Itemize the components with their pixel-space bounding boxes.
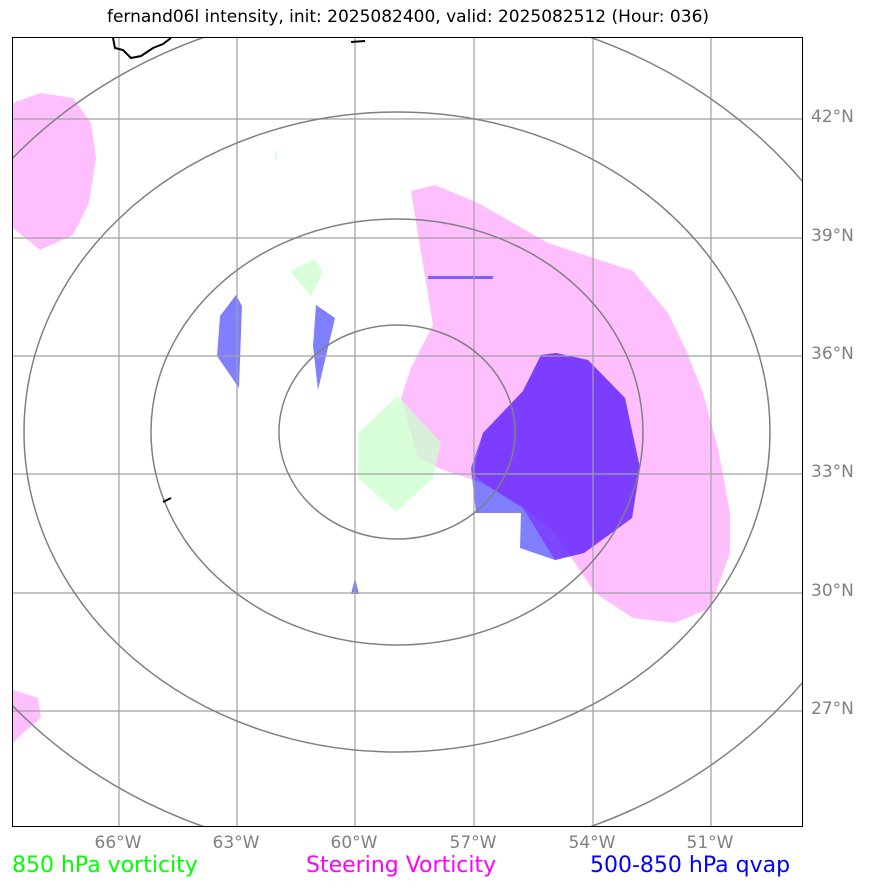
legend-qvap: 500-850 hPa qvap xyxy=(590,853,791,878)
coastline-bermuda xyxy=(162,497,172,503)
map-frame xyxy=(12,37,803,827)
vorticity-area-center xyxy=(358,396,441,512)
lon-label-54w: 54°W xyxy=(568,833,616,853)
lon-label-66w: 66°W xyxy=(94,833,142,853)
vorticity-850-layer xyxy=(275,148,441,512)
lat-label-27n: 27°N xyxy=(811,699,854,719)
lon-label-63w: 63°W xyxy=(212,833,260,853)
legend-steering-vorticity: Steering Vorticity xyxy=(306,853,497,878)
qvap-area-line xyxy=(428,276,493,279)
lon-label-51w: 51°W xyxy=(686,833,734,853)
qvap-area-west xyxy=(217,295,242,388)
gridlines xyxy=(13,38,802,826)
lat-label-36n: 36°N xyxy=(811,344,854,364)
steering-vorticity-area-west xyxy=(13,93,96,250)
vorticity-area-north xyxy=(290,259,323,296)
chart-title: fernand06l intensity, init: 2025082400, … xyxy=(106,7,710,27)
range-ring-3 xyxy=(23,111,771,753)
coastline-sable-island xyxy=(350,40,366,43)
coastline xyxy=(112,38,366,503)
map-canvas xyxy=(13,38,802,826)
lat-label-42n: 42°N xyxy=(811,107,854,127)
steering-vorticity-area-southwest xyxy=(13,690,41,743)
range-ring-2 xyxy=(150,218,644,646)
legend-vorticity: 850 hPa vorticity xyxy=(12,853,198,878)
range-rings xyxy=(13,38,802,826)
lon-label-57w: 57°W xyxy=(449,833,497,853)
lat-label-33n: 33°N xyxy=(811,462,854,482)
qvap-overlap-layer xyxy=(473,353,640,560)
lat-label-39n: 39°N xyxy=(811,226,854,246)
lat-label-30n: 30°N xyxy=(811,581,854,601)
vorticity-area-small xyxy=(275,148,278,161)
qvap-overlap-area xyxy=(473,353,640,560)
range-ring-1 xyxy=(278,324,516,540)
coastline-nova-scotia xyxy=(112,38,172,60)
lon-label-60w: 60°W xyxy=(330,833,378,853)
